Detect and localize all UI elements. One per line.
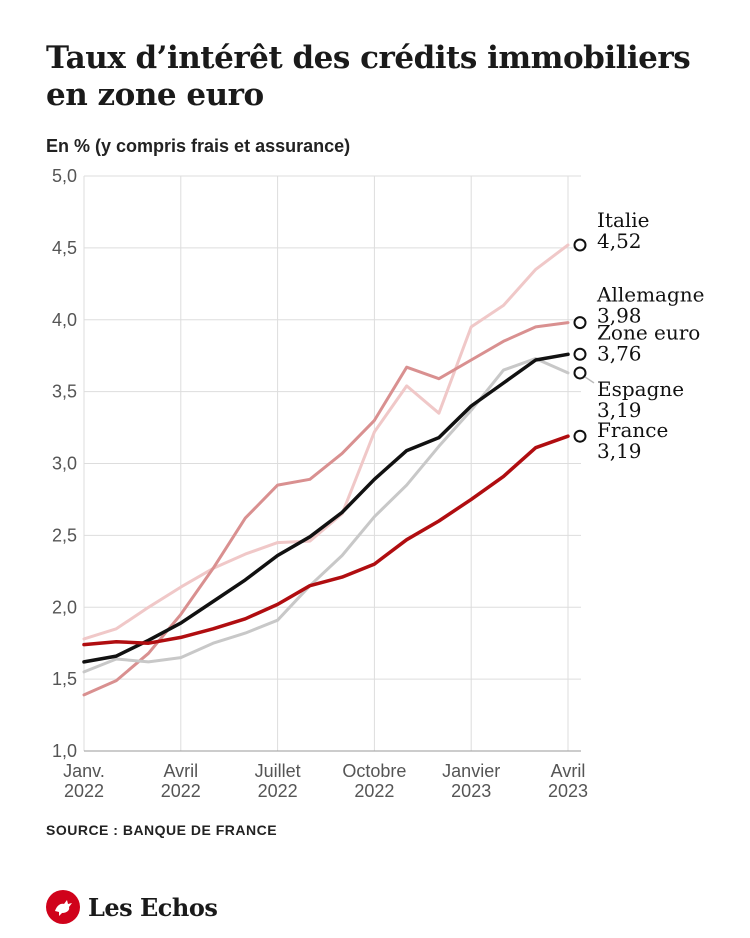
series-label-value: 3,98	[597, 304, 642, 328]
grid	[83, 175, 581, 752]
series-line-france	[82, 434, 570, 647]
series-label-value: 3,76	[597, 341, 642, 365]
series-line-italie	[82, 243, 570, 641]
series-label-name: Espagne	[597, 377, 684, 401]
end-marker-italie	[573, 238, 587, 252]
series-label-name: Italie	[597, 208, 650, 232]
x-tick-label: Octobre	[342, 761, 406, 781]
series-lines	[82, 243, 570, 697]
x-tick-label: 2023	[451, 781, 491, 801]
y-tick-label: 1,5	[52, 669, 77, 689]
x-tick-label: 2023	[548, 781, 588, 801]
espagne-leader-line	[584, 376, 595, 384]
chart-subtitle: En % (y compris frais et assurance)	[46, 136, 351, 156]
y-tick-label: 1,0	[52, 741, 77, 761]
y-tick-label: 5,0	[52, 166, 77, 186]
end-markers	[573, 238, 587, 443]
y-tick-label: 4,0	[52, 310, 77, 330]
x-tick-label: Juillet	[255, 761, 301, 781]
x-tick-label: 2022	[161, 781, 201, 801]
les-echos-logo: Les Echos	[46, 887, 218, 927]
series-label-name: Allemagne	[596, 283, 704, 307]
brand-name: Les Echos	[88, 892, 218, 922]
series-line-zone-euro	[82, 352, 570, 664]
y-tick-label: 3,0	[52, 454, 77, 474]
x-tick-label: Janvier	[442, 761, 500, 781]
series-label-name: Zone euro	[597, 320, 700, 344]
series-label-value: 3,19	[597, 398, 642, 422]
end-marker-france	[573, 429, 587, 443]
rooster-logo-icon	[46, 890, 80, 924]
x-tick-label: Avril	[551, 761, 586, 781]
series-label-name: France	[597, 418, 668, 442]
source-note: SOURCE : BANQUE DE FRANCE	[46, 822, 278, 838]
chart-title: Taux d’intérêt des crédits immobiliers e…	[46, 40, 691, 113]
y-tick-label: 4,5	[52, 238, 77, 258]
series-label-value: 4,52	[597, 229, 642, 253]
x-tick-label: Avril	[163, 761, 198, 781]
x-tick-label: 2022	[64, 781, 104, 801]
series-line-espagne	[82, 357, 570, 674]
x-tick-label: 2022	[354, 781, 394, 801]
end-marker-espagne	[573, 366, 587, 380]
axes: 5,04,54,03,53,02,52,01,51,0Janv.2022Avri…	[52, 166, 588, 801]
y-tick-label: 3,5	[52, 382, 77, 402]
y-tick-label: 2,0	[52, 597, 77, 617]
x-tick-label: 2022	[258, 781, 298, 801]
y-tick-label: 2,5	[52, 525, 77, 545]
end-marker-allemagne	[573, 316, 587, 330]
x-tick-label: Janv.	[63, 761, 105, 781]
end-marker-zone-euro	[573, 347, 587, 361]
series-line-allemagne	[82, 321, 570, 697]
series-label-value: 3,19	[597, 439, 642, 463]
